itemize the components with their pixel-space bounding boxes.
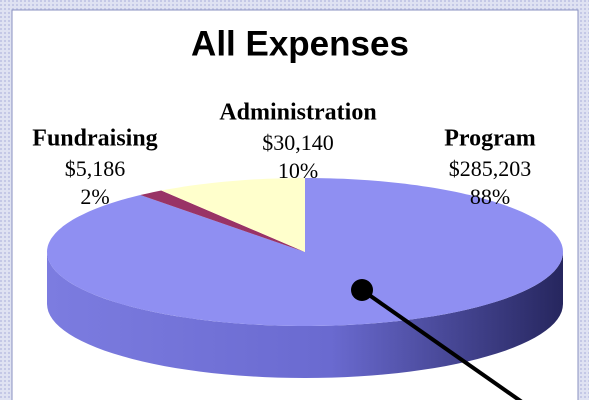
pie xyxy=(47,178,563,378)
slice-side xyxy=(47,252,563,378)
percent-label: 10% xyxy=(278,158,318,183)
chart-title: All Expenses xyxy=(191,24,409,63)
percent-label: 2% xyxy=(80,184,109,209)
slice xyxy=(161,178,305,252)
pointer-line xyxy=(360,288,523,400)
category-label: Fundraising xyxy=(32,126,157,152)
percent-label: 88% xyxy=(470,184,510,209)
value-label: $5,186 xyxy=(65,156,126,181)
value-label: $285,203 xyxy=(449,156,532,181)
category-label: Program xyxy=(444,126,536,152)
value-label: $30,140 xyxy=(262,130,334,155)
slice xyxy=(140,190,305,252)
category-label: Administration xyxy=(219,100,376,126)
